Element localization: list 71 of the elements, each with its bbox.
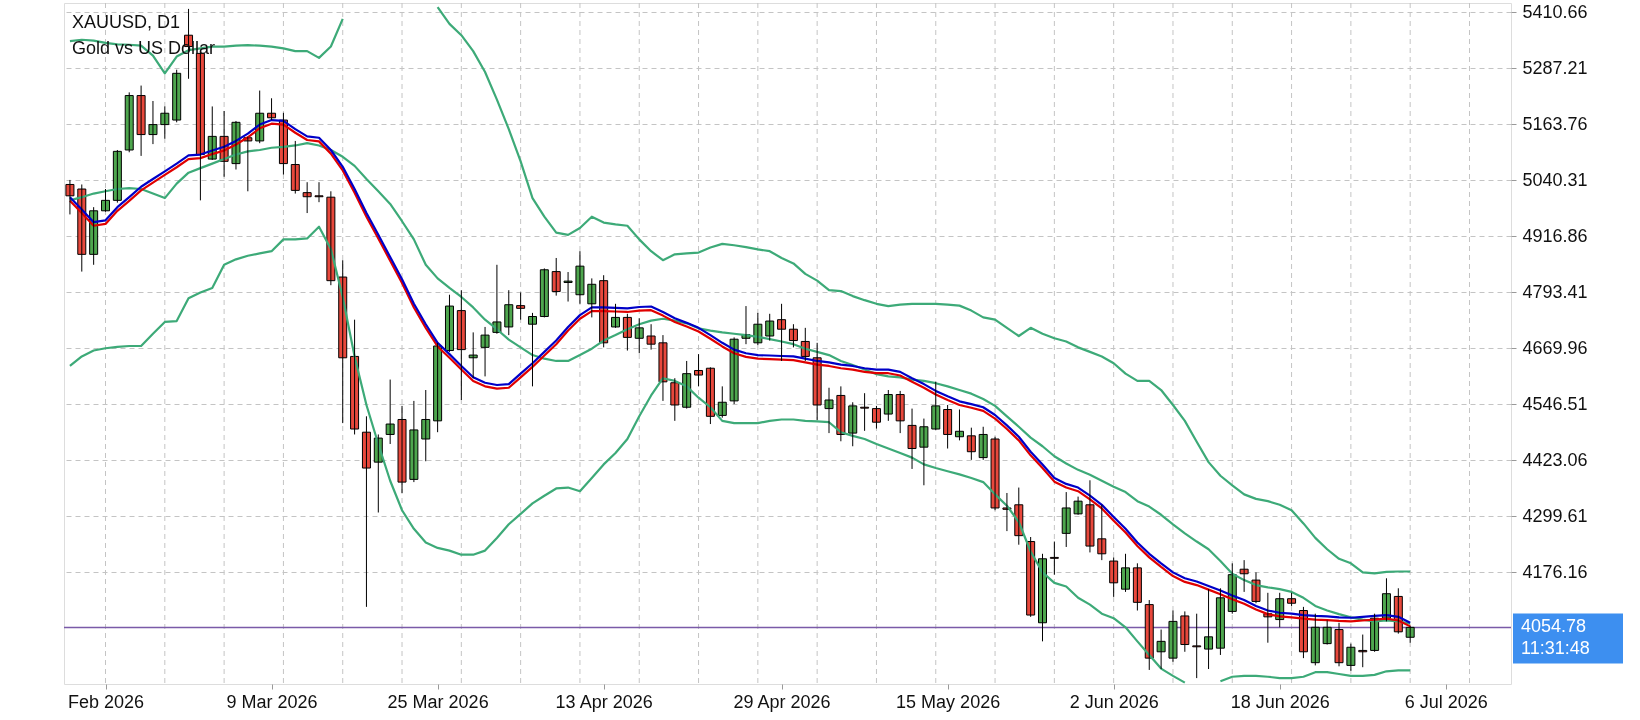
candlestick	[516, 291, 526, 321]
x-tick-label: 18 Jun 2026	[1230, 691, 1330, 712]
candlestick	[611, 303, 621, 329]
x-tick-label: Feb 2026	[67, 691, 145, 712]
candlestick	[860, 392, 870, 432]
candlestick	[124, 91, 134, 153]
candlestick	[1097, 504, 1107, 561]
candlestick	[634, 317, 644, 354]
candlestick	[694, 353, 704, 387]
candlestick	[765, 313, 775, 342]
candlestick	[1192, 613, 1202, 679]
candlestick	[1168, 610, 1178, 663]
y-tick-label: 5410.66	[1522, 1, 1588, 22]
y-tick-label: 5287.21	[1522, 57, 1588, 78]
candlestick	[385, 379, 395, 445]
candlestick	[1061, 491, 1071, 548]
x-tick-label: 15 May 2026	[896, 691, 1001, 712]
candlestick	[480, 326, 490, 377]
x-tick-label: 25 Mar 2026	[387, 691, 489, 712]
candlestick	[575, 250, 585, 305]
y-tick-label: 4546.51	[1522, 393, 1588, 414]
candlestick	[931, 381, 941, 431]
candlestick	[1121, 553, 1131, 593]
candlestick	[563, 271, 573, 303]
candlestick	[421, 389, 431, 462]
candlestick	[1287, 592, 1297, 607]
y-tick-label: 4423.06	[1522, 449, 1588, 470]
y-tick-label: 4299.61	[1522, 505, 1588, 526]
candlestick	[468, 331, 478, 379]
candlestick	[670, 377, 680, 422]
candlestick	[1109, 556, 1119, 598]
x-tick-label: 9 Mar 2026	[226, 691, 318, 712]
candlestick	[646, 323, 656, 351]
text: 11:31:48	[1521, 638, 1590, 659]
candlestick	[883, 389, 893, 422]
candlestick	[1049, 541, 1059, 576]
candlestick	[397, 405, 407, 494]
candlestick	[824, 387, 834, 434]
y-tick-label: 5040.31	[1522, 169, 1588, 190]
candlestick	[172, 69, 182, 123]
candlestick	[777, 303, 787, 362]
candlestick	[895, 390, 905, 434]
candlestick	[539, 267, 549, 318]
candlestick	[504, 289, 514, 336]
x-tick-label: 2 Jun 2026	[1069, 691, 1159, 712]
candlestick	[1180, 610, 1190, 653]
x-tick-label: 6 Jul 2026	[1404, 691, 1488, 712]
candlestick	[1085, 479, 1095, 553]
y-tick-label: 4793.41	[1522, 281, 1588, 302]
x-tick-label: 29 Apr 2026	[733, 691, 831, 712]
y-tick-label: 4669.96	[1522, 337, 1588, 358]
candlestick	[290, 140, 300, 195]
candlestick	[409, 400, 419, 483]
candlestick	[919, 418, 929, 486]
text: XAUUSD, D1	[72, 12, 181, 32]
candlestick	[1132, 562, 1142, 611]
candlestick	[966, 427, 976, 461]
ref-line-label: 4054.78	[1521, 616, 1587, 637]
y-tick-label: 4916.86	[1522, 225, 1588, 246]
y-tick-label: 4176.16	[1522, 561, 1588, 582]
candlestick	[848, 401, 858, 447]
candlestick	[1204, 588, 1214, 670]
x-tick-label: 13 Apr 2026	[555, 691, 653, 712]
candlestick	[314, 181, 324, 203]
candlestick	[1405, 625, 1415, 644]
candlestick	[1073, 496, 1083, 516]
candlestick	[528, 312, 537, 387]
candlestick	[871, 405, 881, 430]
y-tick-label: 5163.76	[1522, 113, 1588, 134]
candlestick	[1215, 587, 1225, 656]
candlestick	[148, 100, 158, 145]
